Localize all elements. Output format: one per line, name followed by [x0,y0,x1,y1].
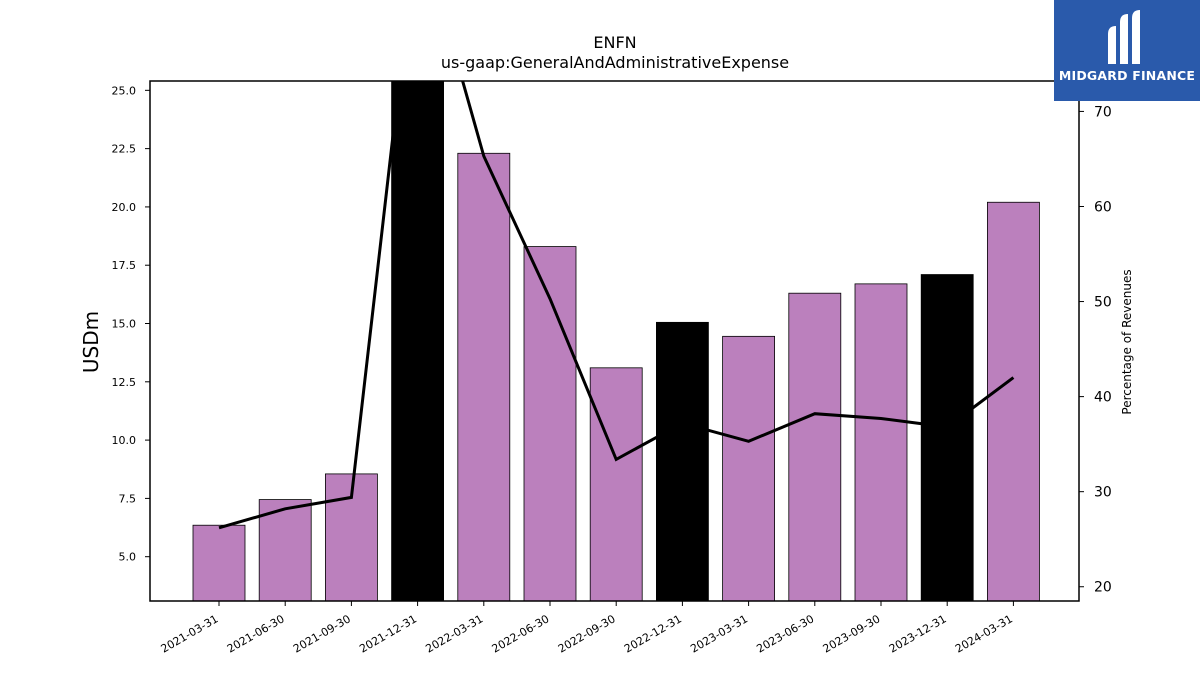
x-tick-label: 2022-12-31 [622,612,684,655]
y-tick-label: 15.0 [112,318,137,331]
bar [722,335,775,602]
y2-tick-label: 20 [1094,580,1112,596]
x-tick-label: 2023-12-31 [887,612,949,655]
bar [457,152,511,602]
x-tick-label: 2021-09-30 [291,612,353,655]
x-tick-label: 2024-03-31 [953,612,1015,655]
line-group [218,81,1015,530]
y-axis-label: USDm [79,311,103,373]
y2-tick-label: 70 [1094,104,1112,120]
chart-title: ENFN [593,33,636,52]
y-tick-label: 12.5 [112,376,137,389]
bar [523,246,577,602]
x-tick-label: 2022-03-31 [423,612,485,655]
bar [391,80,445,602]
bar [589,367,643,602]
y2-tick-label: 60 [1094,199,1112,215]
x-tick-label: 2023-06-30 [754,612,816,655]
y-tick-label: 17.5 [112,259,137,272]
x-tick-label: 2021-06-30 [225,612,287,655]
midgard-finance-logo: MIDGARD FINANCE [1054,0,1200,101]
bar [854,283,908,602]
bar [258,499,312,602]
left-axis: 5.0 7.5 10.0 12.5 15.0 17.5 20.0 22.5 25.0 [112,84,150,564]
chart-subtitle: us-gaap:GeneralAndAdministrativeExpense [441,53,789,72]
bar [656,321,709,602]
x-tick-label: 2021-03-31 [159,612,221,655]
bar [920,274,974,602]
bar [192,524,246,602]
x-tick-label: 2023-03-31 [688,612,750,655]
line-series [218,81,1015,530]
x-tick-label: 2023-09-30 [821,612,883,655]
right-axis: 20 30 40 50 60 70 [1079,104,1112,596]
logo-mark-icon [1108,10,1140,64]
x-tick-label: 2022-09-30 [556,612,618,655]
bars-group [192,80,1040,602]
logo-text: MIDGARD FINANCE [1058,68,1196,83]
x-tick-label: 2022-06-30 [490,612,552,655]
x-tick-label: 2021-12-31 [357,612,419,655]
y2-tick-label: 30 [1094,485,1112,501]
y-tick-label: 22.5 [112,143,137,156]
bar [788,292,842,602]
y2-tick-label: 50 [1094,295,1112,311]
y-tick-label: 7.5 [119,492,137,505]
y2-tick-label: 40 [1094,390,1112,406]
bar [987,201,1040,602]
plot-frame [149,80,1080,602]
x-axis: 2021-03-31 2021-06-30 2021-09-30 2021-12-31… [159,601,1015,656]
y-tick-label: 25.0 [112,84,137,97]
y2-axis-label: Percentage of Revenues [1120,269,1134,414]
y-tick-label: 5.0 [119,551,137,564]
y-tick-label: 10.0 [112,434,137,447]
y-tick-label: 20.0 [112,201,137,214]
